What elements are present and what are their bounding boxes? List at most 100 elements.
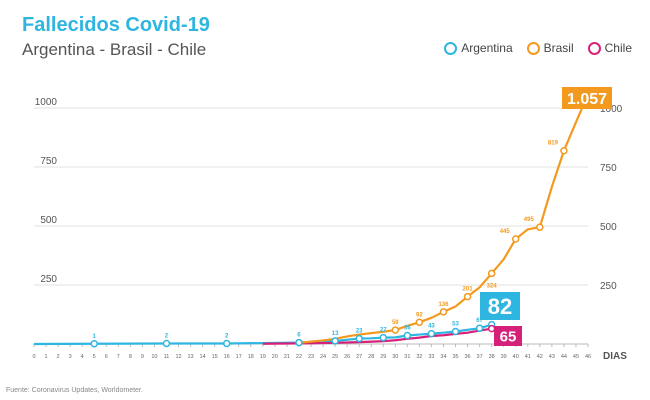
data-point-brasil xyxy=(536,223,544,231)
data-label-argentina: 27 xyxy=(380,328,387,334)
x-tick-label: 4 xyxy=(81,354,84,360)
x-tick-label: 17 xyxy=(236,354,242,360)
data-point-brasil xyxy=(511,235,520,243)
x-tick-label: 5 xyxy=(93,354,96,360)
legend-marker-argentina xyxy=(444,41,458,55)
y-tick-label-right: 750 xyxy=(600,163,617,174)
end-point-chile xyxy=(487,324,496,333)
x-tick-label: 39 xyxy=(501,354,507,360)
data-label-brasil: 819 xyxy=(548,141,559,147)
data-label-argentina: 13 xyxy=(332,331,339,337)
source-note: Fuente: Coronavirus Updates, Worldometer… xyxy=(6,387,143,394)
y-tick-label-left: 500 xyxy=(40,215,57,226)
series-line-argentina xyxy=(33,323,492,346)
data-point-brasil xyxy=(560,146,568,155)
x-tick-label: 24 xyxy=(320,354,326,360)
data-label-argentina: 43 xyxy=(428,324,435,330)
data-label-brasil: 324 xyxy=(487,283,498,289)
data-label-argentina: 23 xyxy=(356,329,363,335)
x-tick-label: 16 xyxy=(224,354,230,360)
x-tick-label: 19 xyxy=(260,354,266,360)
x-tick-label: 33 xyxy=(428,354,434,360)
x-tick-label: 18 xyxy=(248,354,254,360)
x-tick-label: 6 xyxy=(105,354,108,360)
data-point-argentina xyxy=(475,324,484,332)
y-tick-label-left: 1000 xyxy=(35,97,58,108)
x-tick-label: 43 xyxy=(549,354,555,360)
legend-marker-brasil xyxy=(526,41,540,55)
x-tick-label: 10 xyxy=(151,354,157,360)
data-point-argentina xyxy=(295,338,303,347)
data-point-argentina xyxy=(222,339,231,348)
x-tick-label: 8 xyxy=(129,354,132,360)
x-tick-label: 31 xyxy=(404,354,410,360)
y-tick-label-left: 250 xyxy=(40,274,57,285)
x-tick-label: 2 xyxy=(57,354,60,360)
x-tick-label: 45 xyxy=(573,354,579,360)
chart-subtitle: Argentina - Brasil - Chile xyxy=(22,40,207,59)
end-value-box-argentina xyxy=(480,292,520,320)
x-tick-label: 15 xyxy=(212,354,218,360)
x-tick-label: 3 xyxy=(69,354,72,360)
legend-item-chile: Chile xyxy=(587,41,632,55)
data-point-argentina xyxy=(403,331,412,340)
x-tick-label: 22 xyxy=(296,354,302,360)
x-tick-label: 46 xyxy=(585,354,591,360)
x-tick-label: 26 xyxy=(344,354,350,360)
legend: Argentina Brasil Chile xyxy=(444,41,632,55)
x-tick-label: 42 xyxy=(537,354,543,360)
data-point-argentina xyxy=(355,334,363,343)
data-point-argentina xyxy=(379,333,388,342)
data-label-argentina: 2 xyxy=(165,334,169,340)
data-point-brasil xyxy=(487,269,496,278)
data-label-argentina: 36 xyxy=(404,326,411,332)
x-tick-label: 35 xyxy=(452,354,458,360)
x-tick-label: 44 xyxy=(561,354,567,360)
x-tick-label: 7 xyxy=(117,354,120,360)
y-tick-label-right: 250 xyxy=(600,281,617,292)
data-label-brasil: 59 xyxy=(392,320,399,326)
end-value-label-brasil: 1.057 xyxy=(567,91,607,108)
x-tick-label: 14 xyxy=(200,354,206,360)
x-tick-label: 30 xyxy=(392,354,398,360)
end-value-box-chile xyxy=(494,326,522,346)
x-tick-label: 27 xyxy=(356,354,362,360)
x-tick-label: 20 xyxy=(272,354,278,360)
x-tick-label: 34 xyxy=(440,354,446,360)
x-tick-label: 29 xyxy=(380,354,386,360)
x-tick-label: 32 xyxy=(416,354,422,360)
x-tick-label: 38 xyxy=(489,354,495,360)
data-point-brasil xyxy=(391,326,400,334)
data-label-brasil: 92 xyxy=(416,312,423,318)
legend-label-chile: Chile xyxy=(604,41,632,55)
end-value-label-chile: 65 xyxy=(500,328,517,345)
x-tick-label: 21 xyxy=(284,354,290,360)
x-tick-label: 40 xyxy=(513,354,519,360)
data-point-argentina xyxy=(427,329,436,338)
legend-label-brasil: Brasil xyxy=(543,41,574,55)
data-label-brasil: 136 xyxy=(438,302,449,308)
data-point-brasil xyxy=(463,292,472,301)
data-label-brasil: 445 xyxy=(500,229,511,235)
y-tick-label-left: 750 xyxy=(40,156,57,167)
data-point-brasil xyxy=(439,308,448,316)
y-tick-label-right: 500 xyxy=(600,222,617,233)
x-tick-label: 41 xyxy=(525,354,531,360)
x-tick-label: 36 xyxy=(465,354,471,360)
x-tick-label: 25 xyxy=(332,354,338,360)
y-tick-label-right: 1000 xyxy=(600,104,623,115)
data-point-brasil xyxy=(415,318,424,327)
data-label-brasil: 201 xyxy=(463,287,474,293)
legend-item-argentina: Argentina xyxy=(444,41,513,55)
data-point-argentina xyxy=(162,339,171,348)
x-tick-label: 28 xyxy=(368,354,374,360)
data-point-argentina xyxy=(331,337,339,345)
data-point-argentina xyxy=(451,327,460,336)
x-tick-label: 23 xyxy=(308,354,314,360)
data-label-argentina: 67 xyxy=(476,318,483,324)
legend-label-argentina: Argentina xyxy=(461,41,513,55)
x-tick-label: 1 xyxy=(45,354,48,360)
x-axis-label: DIAS xyxy=(603,351,627,362)
data-label-argentina: 1 xyxy=(93,334,97,340)
